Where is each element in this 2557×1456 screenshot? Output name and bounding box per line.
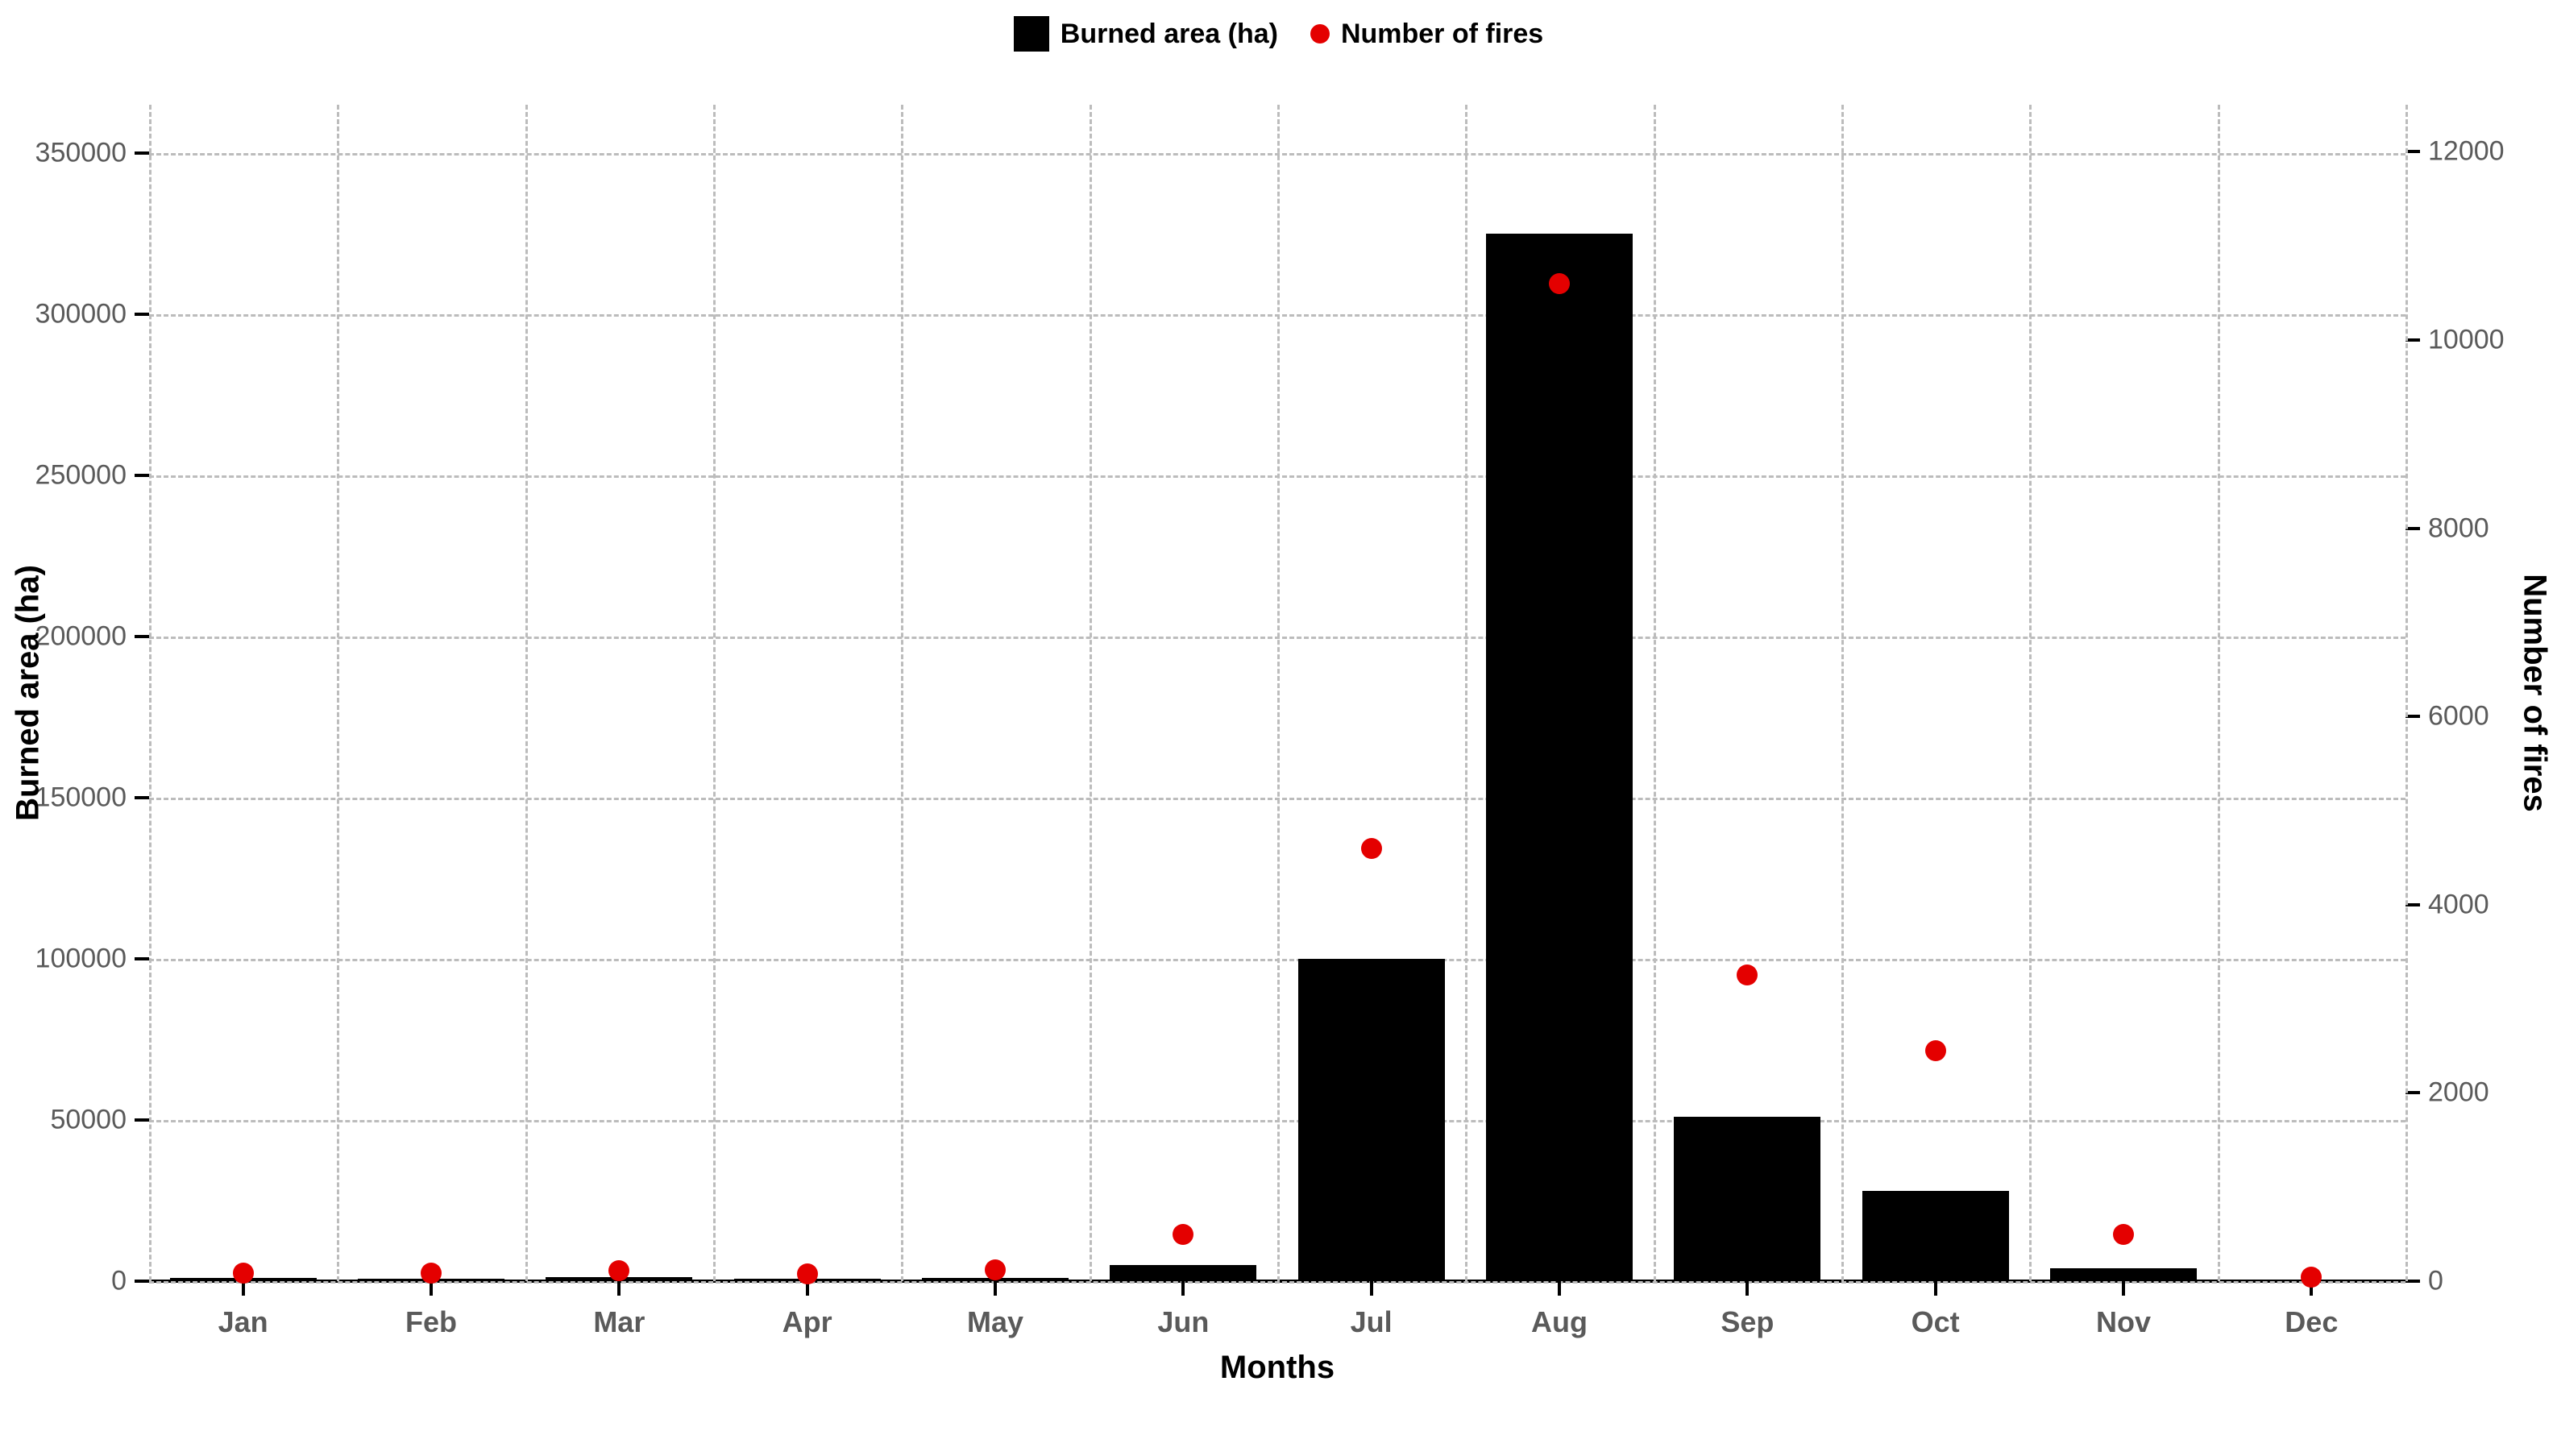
yticklabel-left: 300000: [35, 299, 127, 330]
xtick: [1745, 1281, 1749, 1296]
xticklabel: May: [967, 1305, 1023, 1339]
data-point: [1737, 964, 1758, 985]
chart-canvas: Burned area (ha) Number of fires 0500001…: [0, 0, 2557, 1456]
yticklabel-left: 0: [111, 1266, 127, 1297]
yticklabel-right: 4000: [2428, 889, 2489, 920]
gridline-v: [525, 105, 528, 1281]
plot-area: 0500001000001500002000002500003000003500…: [149, 105, 2405, 1281]
yticklabel-left: 250000: [35, 460, 127, 492]
y-axis-left-label: Burned area (ha): [10, 565, 47, 821]
legend-swatch-rect: [1014, 16, 1049, 52]
x-axis-label: Months: [1220, 1350, 1335, 1386]
ytick-left: [135, 474, 149, 477]
gridline-v: [1841, 105, 1844, 1281]
xticklabel: Apr: [782, 1305, 832, 1339]
bar: [1674, 1117, 1820, 1281]
bar: [1110, 1265, 1256, 1281]
xticklabel: Feb: [405, 1305, 457, 1339]
ytick-left: [135, 796, 149, 799]
ytick-left: [135, 313, 149, 316]
ytick-left: [135, 151, 149, 155]
data-point: [1549, 273, 1570, 294]
gridline-v: [2405, 105, 2408, 1281]
ytick-left: [135, 1280, 149, 1283]
gridline-v: [337, 105, 339, 1281]
gridline-v: [149, 105, 152, 1281]
bar: [2050, 1268, 2197, 1281]
xticklabel: Jun: [1157, 1305, 1209, 1339]
data-point: [421, 1263, 442, 1284]
ytick-left: [135, 957, 149, 960]
gridline-v: [713, 105, 716, 1281]
xticklabel: Mar: [593, 1305, 645, 1339]
xticklabel: Sep: [1721, 1305, 1774, 1339]
data-point: [233, 1263, 254, 1284]
bar: [1298, 959, 1445, 1281]
xtick: [617, 1281, 621, 1296]
yticklabel-right: 6000: [2428, 701, 2489, 732]
data-point: [797, 1263, 818, 1284]
yticklabel-left: 50000: [50, 1105, 127, 1136]
gridline-v: [1277, 105, 1280, 1281]
y-axis-right-label: Number of fires: [2517, 574, 2553, 812]
legend: Burned area (ha) Number of fires: [0, 16, 2557, 52]
data-point: [1925, 1040, 1946, 1061]
yticklabel-right: 2000: [2428, 1077, 2489, 1109]
xtick: [242, 1281, 245, 1296]
xtick: [994, 1281, 997, 1296]
xticklabel: Jul: [1351, 1305, 1393, 1339]
yticklabel-left: 100000: [35, 944, 127, 975]
gridline-v: [901, 105, 903, 1281]
data-point: [2113, 1224, 2134, 1245]
xtick: [2122, 1281, 2125, 1296]
yticklabel-left: 200000: [35, 621, 127, 653]
yticklabel-right: 10000: [2428, 325, 2505, 356]
yticklabel-left: 350000: [35, 138, 127, 169]
yticklabel-left: 150000: [35, 782, 127, 814]
xtick: [430, 1281, 433, 1296]
gridline-h: [149, 1281, 2405, 1284]
xticklabel: Jan: [218, 1305, 268, 1339]
xticklabel: Dec: [2285, 1305, 2338, 1339]
legend-label-bars: Burned area (ha): [1061, 19, 1278, 50]
data-point: [608, 1260, 629, 1281]
gridline-v: [2029, 105, 2032, 1281]
gridline-v: [2218, 105, 2220, 1281]
yticklabel-right: 8000: [2428, 512, 2489, 544]
xtick: [1558, 1281, 1561, 1296]
data-point: [985, 1259, 1006, 1280]
xtick: [1370, 1281, 1373, 1296]
gridline-v: [1465, 105, 1467, 1281]
legend-item-bars: Burned area (ha): [1014, 16, 1278, 52]
gridline-v: [1654, 105, 1656, 1281]
gridline-v: [1090, 105, 1092, 1281]
bar: [1862, 1191, 2009, 1281]
xtick: [1181, 1281, 1185, 1296]
data-point: [1361, 838, 1382, 859]
yticklabel-right: 12000: [2428, 136, 2505, 168]
data-point: [2301, 1267, 2322, 1288]
xtick: [1934, 1281, 1937, 1296]
legend-label-points: Number of fires: [1341, 19, 1543, 50]
legend-swatch-dot: [1310, 24, 1330, 44]
data-point: [1173, 1224, 1193, 1245]
xticklabel: Nov: [2096, 1305, 2151, 1339]
ytick-left: [135, 635, 149, 638]
yticklabel-right: 0: [2428, 1266, 2443, 1297]
xticklabel: Aug: [1531, 1305, 1588, 1339]
bar: [1486, 234, 1633, 1281]
xticklabel: Oct: [1912, 1305, 1960, 1339]
legend-item-points: Number of fires: [1310, 19, 1543, 50]
ytick-left: [135, 1118, 149, 1122]
